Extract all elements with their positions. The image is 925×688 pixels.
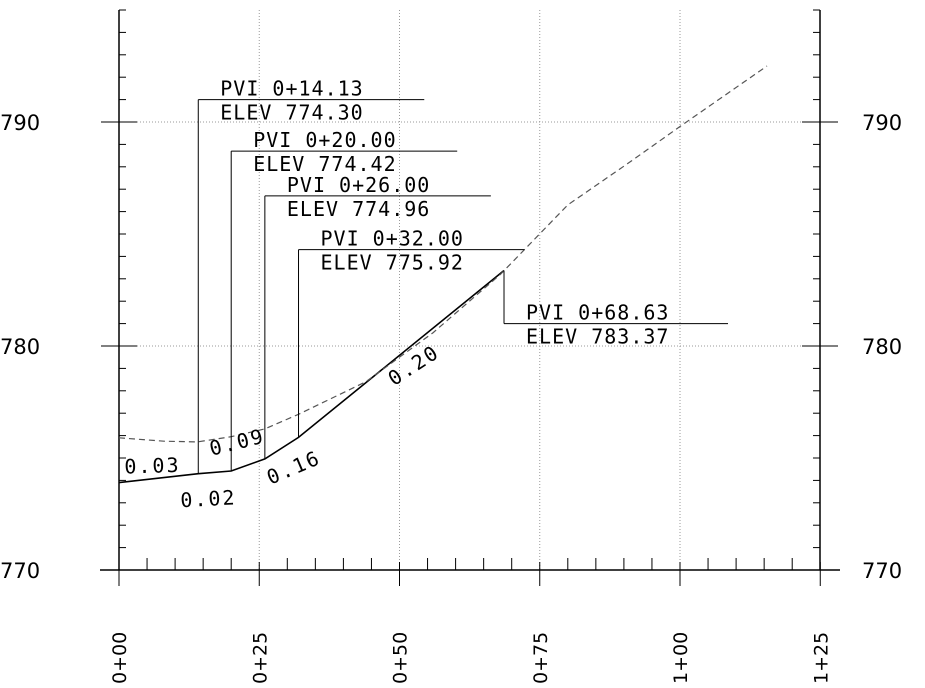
- pvi-elevation-label: ELEV 774.42: [253, 152, 396, 176]
- grade-label: 0.16: [263, 445, 324, 489]
- grade-label: 0.09: [207, 424, 267, 461]
- x-tick-label: 1+00: [670, 632, 692, 684]
- pvi-elevation-label: ELEV 775.92: [321, 251, 464, 275]
- pvi-station-label: PVI 0+68.63: [526, 301, 669, 325]
- grade-label: 0.03: [124, 453, 181, 479]
- x-tick-label: 0+75: [530, 632, 552, 684]
- y-tick-label-left: 780: [0, 335, 40, 359]
- existing-ground-line: [118, 65, 768, 443]
- pvi-station-label: PVI 0+26.00: [287, 173, 430, 197]
- x-tick-label: 1+25: [810, 632, 832, 684]
- pvi-elevation-label: ELEV 774.96: [287, 197, 430, 221]
- y-tick-label-right: 770: [862, 559, 902, 583]
- x-tick-label: 0+50: [390, 632, 412, 684]
- series-layer: [118, 65, 768, 484]
- pvi-elevation-label: ELEV 774.30: [220, 101, 363, 125]
- y-tick-label-left: 770: [0, 559, 40, 583]
- pvi-elevation-label: ELEV 783.37: [526, 325, 669, 349]
- x-tick-label: 0+00: [109, 632, 131, 684]
- y-tick-label-right: 790: [862, 111, 902, 135]
- pvi-station-label: PVI 0+20.00: [253, 128, 396, 152]
- pvi-station-label: PVI 0+14.13: [220, 77, 363, 101]
- grade-label: 0.20: [384, 340, 444, 391]
- y-tick-label-right: 780: [862, 335, 902, 359]
- y-tick-label-left: 790: [0, 111, 40, 135]
- grade-label: 0.02: [180, 485, 237, 512]
- grid-layer: [119, 10, 820, 570]
- grade-layer: 0.03 0.02 0.090.16 0.20: [124, 340, 444, 512]
- x-tick-label: 0+25: [249, 632, 271, 684]
- design-profile-line: [118, 269, 505, 484]
- pvi-station-label: PVI 0+32.00: [321, 227, 464, 251]
- axes-layer: 770 770 780 780 790 790 0+00 0+25 0+50 0+75 1+00 1+…: [0, 9, 902, 684]
